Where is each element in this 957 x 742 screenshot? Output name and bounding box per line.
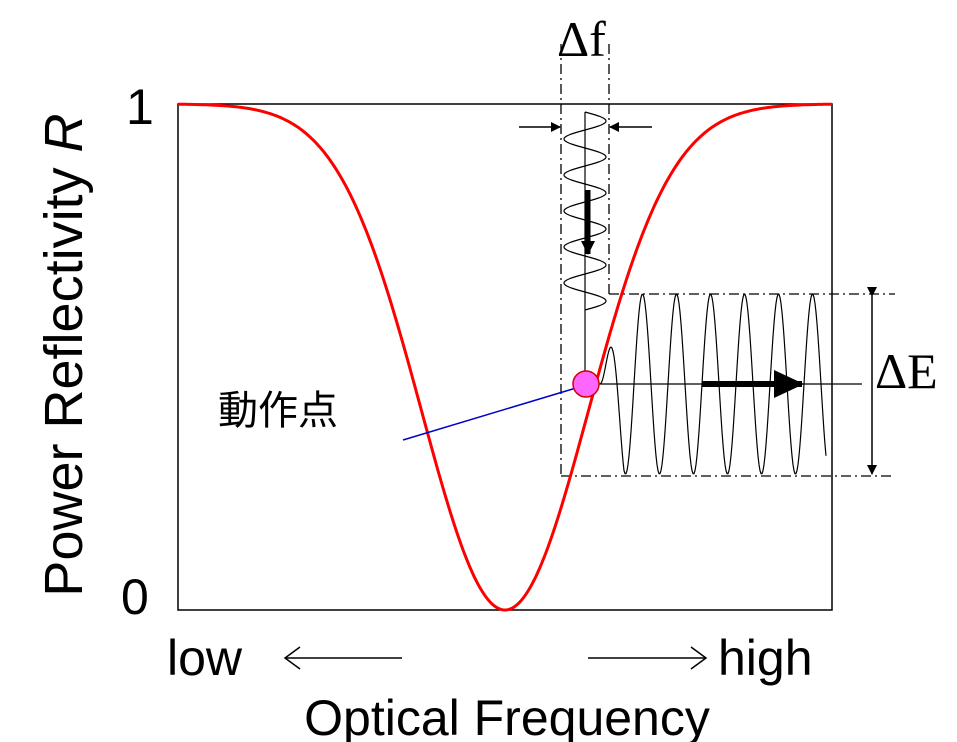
delta-e-label: ΔE	[875, 343, 938, 399]
x-label-high: high	[718, 630, 813, 686]
x-arrow-left-head	[283, 646, 301, 670]
operating-point-marker	[572, 370, 600, 398]
x-label-low: low	[167, 630, 243, 686]
x-arrow-right-head	[690, 646, 708, 670]
y-tick-bottom: 0	[121, 569, 149, 625]
intensity-modulation-wave	[599, 293, 827, 475]
x-axis-title: Optical Frequency	[304, 690, 710, 742]
reflectivity-curve	[177, 102, 833, 612]
plot-frame	[177, 103, 833, 611]
delta-f-label: Δf	[557, 11, 606, 67]
operating-point-leader	[402, 387, 577, 441]
operating-point-label: 動作点	[218, 389, 338, 433]
frequency-modulation-wave	[563, 111, 607, 311]
y-tick-top: 1	[126, 79, 154, 135]
y-axis-title: Power Reflectivity R	[34, 113, 94, 596]
